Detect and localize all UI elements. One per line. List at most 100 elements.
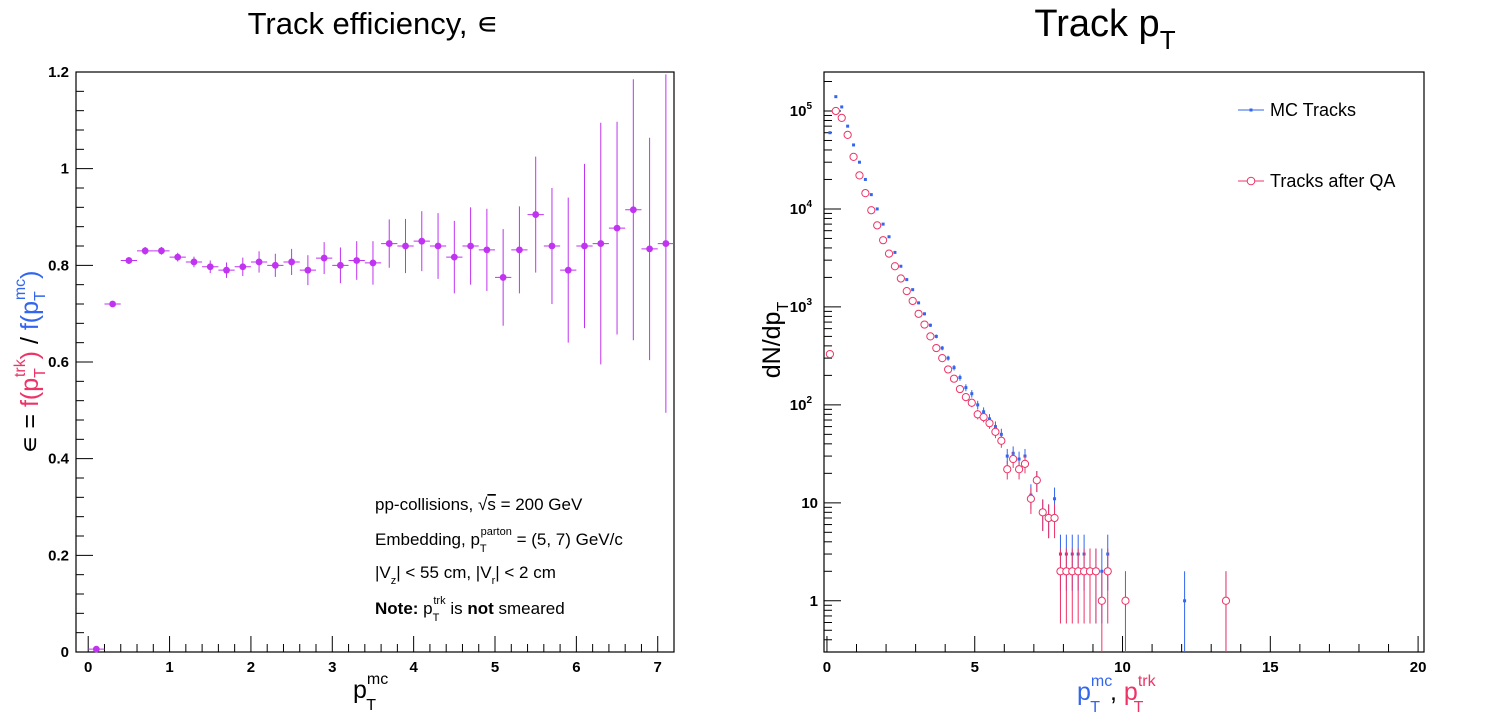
mc-marker (940, 346, 944, 350)
qa-point (1062, 548, 1071, 624)
efficiency-point (218, 262, 235, 278)
efficiency-point (576, 163, 593, 329)
qa-point (991, 426, 1000, 439)
efficiency-panel: Track efficiency, ∊ 0 1 2 3 4 5 6 7 0 0.2 0.4 0.6 0.… (12, 6, 675, 714)
efficiency-point (283, 248, 300, 275)
qa-marker (1103, 567, 1112, 576)
efficiency-point (202, 260, 219, 274)
qa-marker (890, 262, 900, 271)
legend-line-note: Note: pTtrk is not smeared (375, 595, 565, 624)
efficiency-point (429, 213, 447, 279)
qa-marker (831, 106, 840, 116)
mc-marker (928, 323, 932, 327)
mc-marker (976, 403, 980, 407)
mc-marker (899, 264, 903, 268)
x-tick-label: 4 (409, 659, 418, 676)
point-marker (320, 254, 328, 262)
efficiency-point (446, 220, 463, 294)
qa-point (1068, 548, 1077, 624)
efficiency-point (120, 257, 138, 264)
mc-marker (881, 222, 885, 226)
point-marker (125, 257, 133, 264)
efficiency-point (478, 208, 496, 291)
qa-point (920, 320, 929, 329)
mc-point (857, 160, 861, 164)
qa-point (867, 206, 876, 215)
qa-marker (1221, 596, 1231, 605)
qa-point (902, 286, 911, 296)
efficiency-point (250, 251, 268, 273)
qa-point (1003, 461, 1012, 480)
qa-point (967, 398, 976, 408)
qa-point (938, 354, 947, 363)
qa-point (1097, 571, 1106, 652)
pt-frame (823, 71, 1425, 653)
mc-marker (875, 207, 879, 211)
qa-marker (979, 412, 988, 422)
qa-point (873, 221, 882, 230)
qa-marker (944, 365, 953, 374)
legend-mc-marker (1249, 108, 1253, 112)
qa-point (861, 189, 870, 198)
qa-marker (908, 296, 917, 306)
mc-point (917, 301, 921, 305)
efficiency-point (397, 218, 414, 274)
x-tick-label: 2 (247, 659, 255, 676)
point-marker (304, 266, 312, 274)
point-marker (564, 266, 572, 274)
efficiency-point (299, 255, 317, 286)
y-tick-label: 0.2 (48, 547, 69, 564)
qa-point (932, 343, 941, 353)
qa-point (955, 384, 965, 394)
mc-point (940, 345, 944, 351)
qa-marker (955, 384, 965, 394)
mc-marker (922, 312, 926, 316)
mc-marker (946, 356, 950, 360)
y-tick-label: 0.4 (48, 451, 70, 468)
qa-point (1091, 548, 1101, 624)
mc-marker (863, 177, 867, 181)
qa-marker (985, 419, 994, 428)
mc-marker (1005, 454, 1009, 458)
mc-marker (1183, 599, 1187, 603)
qa-marker (861, 189, 870, 198)
legend-qa-marker (1246, 176, 1256, 186)
point-marker (255, 258, 263, 266)
mc-marker (893, 250, 897, 254)
x-tick-label: 0 (823, 659, 831, 676)
efficiency-point (169, 252, 186, 262)
point-marker (92, 645, 100, 653)
efficiency-title: Track efficiency, ∊ (248, 6, 499, 41)
pt-title: Track pT (1034, 3, 1175, 55)
mc-marker (958, 376, 962, 380)
qa-marker (961, 393, 970, 402)
qa-marker (1050, 513, 1059, 523)
mc-marker (834, 95, 838, 99)
legend-line-vertex: |Vz| < 55 cm, |Vr| < 2 cm (375, 563, 556, 587)
efficiency-point (657, 74, 674, 413)
pt-xlabel: pmc T, ptrk T (1077, 673, 1157, 716)
efficiency-point (234, 257, 251, 276)
qa-marker (1097, 596, 1106, 605)
y-tick-label: 105 (790, 101, 813, 120)
mc-marker (917, 301, 921, 305)
qa-point (1074, 548, 1083, 624)
qa-marker (997, 436, 1006, 445)
qa-marker (1003, 465, 1012, 474)
qa-point (1050, 504, 1059, 539)
qa-marker (825, 349, 835, 359)
efficiency-xlabel: pmc T (353, 671, 388, 714)
point-marker (239, 263, 247, 271)
y-tick-label: 1 (61, 161, 69, 178)
mc-point (834, 95, 838, 99)
point-marker (662, 240, 670, 247)
point-marker (337, 261, 344, 269)
mc-marker (1017, 457, 1021, 461)
mc-point (911, 288, 915, 292)
mc-marker (840, 105, 844, 109)
y-tick-label: 0.8 (48, 257, 69, 274)
legend-line-embedding: Embedding, pTparton = (5, 7) GeV/c (375, 526, 623, 555)
efficiency-point (348, 241, 365, 280)
